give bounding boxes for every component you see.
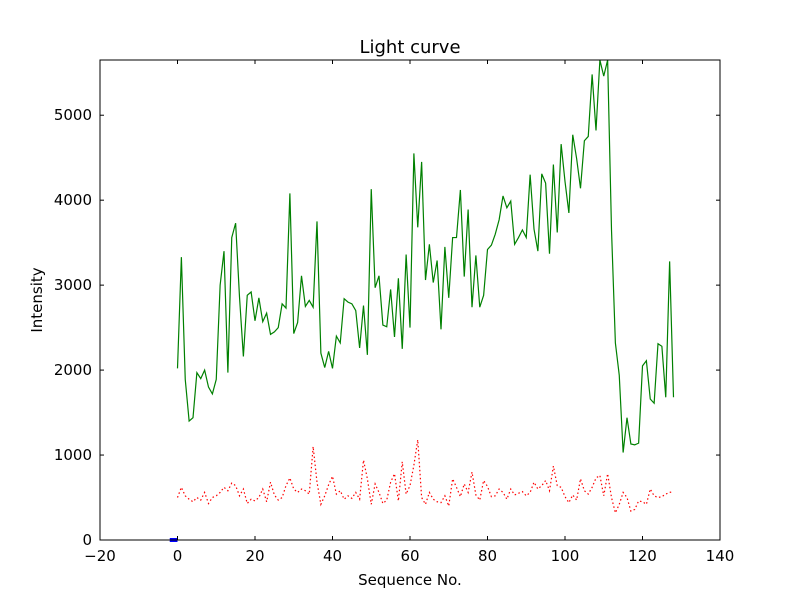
y-tick-label: 4000 [54,191,92,209]
chart-title: Light curve [359,37,460,58]
y-axis-label: Intensity [28,267,46,332]
x-tick-label: 20 [245,547,264,565]
x-tick-label: 100 [551,547,580,565]
x-tick-label: 140 [706,547,735,565]
y-tick-label: 5000 [54,106,92,124]
x-tick-label: 120 [628,547,657,565]
y-tick-label: 0 [82,531,92,549]
series-line-0 [176,59,675,453]
x-axis-label: Sequence No. [358,571,462,589]
y-tick-label: 2000 [54,361,92,379]
y-tick-label: 1000 [54,446,92,464]
x-tick-label: −20 [84,547,116,565]
x-tick-label: 0 [173,547,183,565]
y-tick-label: 3000 [54,276,92,294]
ticks-layer: −20 0 20 40 60 80 100 120 1400100020003000400050… [54,60,735,565]
x-tick-label: 40 [323,547,342,565]
x-tick-label: 60 [400,547,419,565]
x-tick-label: 80 [478,547,497,565]
